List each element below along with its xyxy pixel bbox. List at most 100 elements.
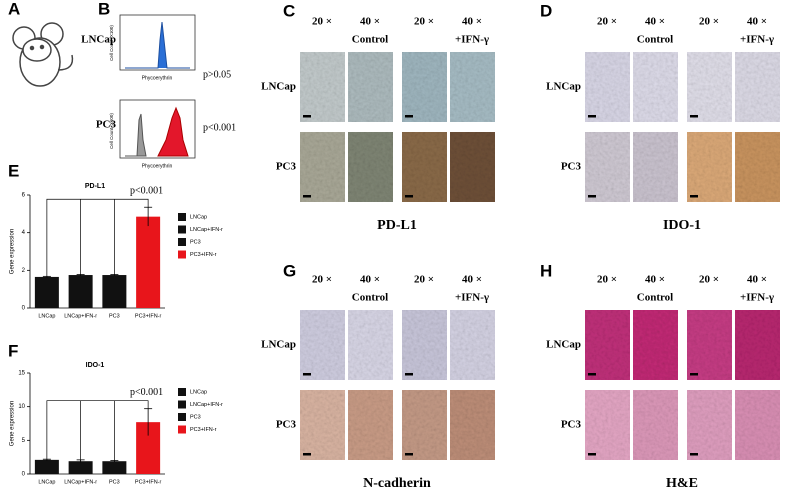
micrograph	[450, 310, 495, 380]
legend-swatch	[178, 413, 186, 421]
bar	[136, 216, 161, 308]
panel-label: H	[540, 261, 552, 280]
scale-bar	[690, 453, 698, 456]
y-tick-label: 10	[18, 404, 25, 410]
stain-label: IDO-1	[663, 218, 701, 233]
magnification: 20 ×	[699, 16, 719, 28]
scale-bar	[690, 195, 698, 198]
row-label: LNCap	[546, 81, 581, 93]
legend-label: LNCap	[190, 389, 207, 395]
scale-bar	[588, 453, 596, 456]
y-tick-label: 0	[22, 306, 26, 312]
legend-label: LNCap+IFN-r	[190, 227, 223, 233]
condition: +IFN-γ	[455, 34, 489, 46]
micrograph	[633, 390, 678, 460]
micrograph	[687, 52, 732, 122]
scale-bar	[303, 195, 311, 198]
y-axis-label: Cell Count (X100)	[109, 113, 114, 149]
stain-label: H&E	[666, 476, 698, 491]
magnification: 20 ×	[312, 16, 332, 28]
row-label: PC3	[561, 419, 582, 431]
x-tick-label: PC3+IFN-r	[135, 313, 162, 319]
x-tick-label: LNCap	[38, 479, 55, 485]
significance-bracket	[46, 198, 149, 277]
row-label: LNCap	[81, 34, 116, 46]
bar	[34, 459, 59, 474]
bar	[102, 461, 127, 474]
micrograph	[585, 132, 630, 202]
y-tick-label: 15	[18, 371, 25, 377]
bar	[68, 461, 93, 474]
p-value: p>0.05	[203, 69, 231, 80]
x-tick-label: LNCap+IFN-r	[64, 479, 97, 485]
micrograph	[402, 390, 447, 460]
legend-swatch	[178, 388, 186, 396]
p-value: p<0.001	[203, 122, 236, 133]
stain-label: PD-L1	[377, 218, 417, 233]
micrograph	[300, 390, 345, 460]
row-label: PC3	[96, 119, 117, 131]
magnification: 40 ×	[360, 274, 380, 286]
x-axis-label: Phycoerythrin	[142, 163, 173, 169]
scale-bar	[303, 373, 311, 376]
micrograph	[402, 52, 447, 122]
significance-bracket	[46, 400, 149, 460]
micrograph	[450, 390, 495, 460]
legend-label: PC3	[190, 239, 201, 245]
micrograph	[687, 310, 732, 380]
micrograph	[585, 310, 630, 380]
magnification: 40 ×	[462, 274, 482, 286]
x-tick-label: PC3	[109, 479, 120, 485]
y-tick-label: 2	[22, 268, 26, 274]
y-axis-label: Gene expression	[10, 401, 16, 446]
stain-label: N-cadherin	[363, 476, 431, 491]
condition: Control	[352, 34, 388, 46]
chart-title: PD-L1	[85, 183, 105, 190]
micrograph	[687, 132, 732, 202]
y-axis-label: Gene expression	[10, 229, 16, 274]
micrograph	[348, 310, 393, 380]
micrograph	[348, 390, 393, 460]
y-axis-label: Cell Count (X100)	[109, 25, 114, 61]
scale-bar	[303, 453, 311, 456]
x-tick-label: LNCap	[38, 313, 55, 319]
panel-label: G	[283, 261, 296, 280]
scale-bar	[690, 115, 698, 118]
x-tick-label: LNCap+IFN-r	[64, 313, 97, 319]
condition: Control	[352, 292, 388, 304]
magnification: 20 ×	[414, 16, 434, 28]
flow-histograms	[119, 14, 196, 159]
condition: +IFN-γ	[740, 292, 774, 304]
scale-bar	[690, 373, 698, 376]
row-label: PC3	[276, 419, 297, 431]
bar	[34, 276, 59, 308]
legend-swatch	[178, 238, 186, 246]
legend-label: LNCap+IFN-r	[190, 402, 223, 408]
magnification: 20 ×	[699, 274, 719, 286]
scale-bar	[405, 115, 413, 118]
row-label: PC3	[561, 161, 582, 173]
micrograph	[633, 52, 678, 122]
micrograph	[300, 132, 345, 202]
micrograph	[735, 310, 780, 380]
y-tick-label: 5	[22, 438, 26, 444]
legend-swatch	[178, 425, 186, 434]
row-label: LNCap	[261, 339, 296, 351]
bar	[68, 275, 93, 308]
magnification: 40 ×	[747, 16, 767, 28]
legend-swatch	[178, 250, 186, 259]
micrograph	[348, 52, 393, 122]
annotation: p<0.001	[130, 387, 163, 398]
condition: Control	[637, 292, 673, 304]
micrograph	[348, 132, 393, 202]
magnification: 20 ×	[312, 274, 332, 286]
x-axis-label: Phycoerythrin	[142, 75, 173, 81]
legend-swatch	[178, 225, 186, 234]
panel-label: C	[283, 1, 295, 20]
legend-label: PC3	[190, 414, 201, 420]
legend-swatch	[178, 213, 186, 221]
magnification: 40 ×	[645, 274, 665, 286]
micrograph	[735, 52, 780, 122]
magnification: 20 ×	[597, 16, 617, 28]
